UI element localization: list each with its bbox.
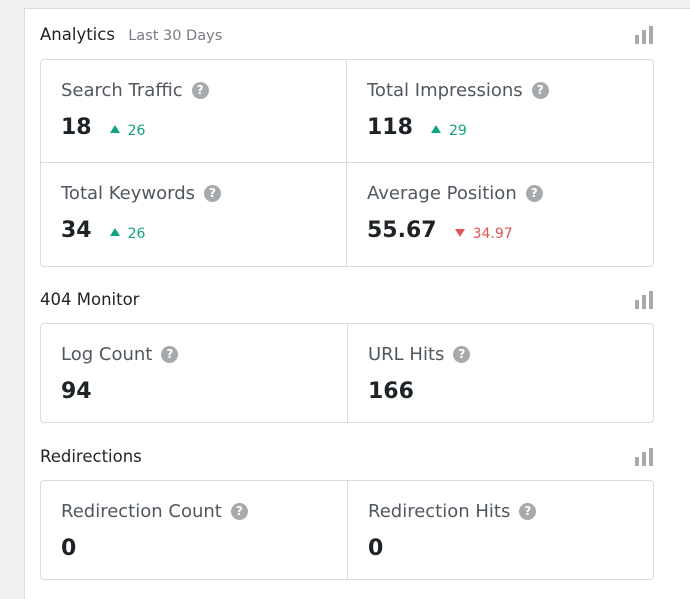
stat-delta: 26: [109, 122, 146, 139]
stat-redirection-count: Redirection Count ? 0: [41, 481, 347, 579]
stat-value: 55.67: [367, 218, 437, 243]
stat-value-row: 94: [61, 379, 92, 404]
monitor-header: 404 Monitor: [40, 290, 654, 320]
stat-delta: 26: [109, 225, 146, 242]
bar-chart-icon[interactable]: [634, 447, 654, 467]
stat-log-count: Log Count ? 94: [41, 324, 347, 422]
stat-label-text: Total Keywords: [61, 183, 196, 204]
stat-value-row: 118 29: [367, 115, 467, 140]
dashboard-widget: Analytics Last 30 Days Search Traffic ? …: [24, 8, 690, 599]
divider: [41, 162, 653, 163]
stat-label-text: Search Traffic: [61, 80, 183, 101]
redirections-section: Redirections Redirection Count ? 0: [40, 447, 654, 580]
monitor-section: 404 Monitor Log Count ? 94 URL Hit: [40, 290, 654, 423]
stat-search-traffic: Search Traffic ? 18 26: [41, 60, 346, 162]
stat-label-text: Average Position: [367, 183, 517, 204]
stat-label: Redirection Count ?: [61, 501, 248, 522]
stat-value-row: 55.67 34.97: [367, 218, 513, 243]
stat-value-row: 166: [368, 379, 414, 404]
bar-chart-icon[interactable]: [634, 25, 654, 45]
stat-label-text: Redirection Count: [61, 501, 222, 522]
stat-delta: 34.97: [454, 225, 513, 242]
stat-label: Total Impressions ?: [367, 80, 549, 101]
stat-delta-value: 26: [127, 225, 146, 242]
monitor-title: 404 Monitor: [40, 290, 140, 309]
stat-value: 0: [61, 536, 77, 561]
stat-value-row: 0: [61, 536, 76, 561]
trend-up-icon: [109, 124, 120, 133]
help-icon[interactable]: ?: [519, 503, 537, 520]
stat-label: Log Count ?: [61, 344, 179, 365]
stat-total-keywords: Total Keywords ? 34 26: [41, 163, 346, 266]
stat-label: Average Position ?: [367, 183, 543, 204]
bar-chart-icon[interactable]: [634, 290, 654, 310]
stat-value-row: 18 26: [61, 115, 145, 140]
stat-label: Redirection Hits ?: [368, 501, 537, 522]
analytics-header: Analytics Last 30 Days: [40, 25, 654, 55]
analytics-stats-grid: Search Traffic ? 18 26 Total Impressions…: [40, 59, 654, 267]
stat-average-position: Average Position ? 55.67 34.97: [347, 163, 653, 266]
stat-value: 166: [368, 379, 414, 404]
stat-value: 18: [61, 115, 92, 140]
stat-delta-value: 29: [448, 122, 467, 139]
analytics-period: Last 30 Days: [128, 28, 223, 44]
help-icon[interactable]: ?: [453, 346, 471, 363]
stat-label: Search Traffic ?: [61, 80, 209, 101]
monitor-stats-grid: Log Count ? 94 URL Hits ? 166: [40, 323, 654, 423]
trend-down-icon: [454, 228, 465, 237]
stat-redirection-hits: Redirection Hits ? 0: [348, 481, 653, 579]
stat-delta-value: 34.97: [472, 225, 513, 242]
help-icon[interactable]: ?: [525, 185, 543, 202]
analytics-title: Analytics Last 30 Days: [40, 25, 222, 44]
stat-label-text: Log Count: [61, 344, 153, 365]
help-icon[interactable]: ?: [191, 82, 209, 99]
stat-value-row: 0: [368, 536, 383, 561]
stat-label-text: Total Impressions: [367, 80, 523, 101]
stat-label-text: Redirection Hits: [368, 501, 511, 522]
help-icon[interactable]: ?: [531, 82, 549, 99]
help-icon[interactable]: ?: [204, 185, 222, 202]
analytics-title-text: Analytics: [40, 25, 115, 44]
stat-label: URL Hits ?: [368, 344, 471, 365]
stat-value: 0: [368, 536, 384, 561]
stat-value: 34: [61, 218, 92, 243]
stat-value: 94: [61, 379, 92, 404]
divider: [346, 60, 347, 266]
trend-up-icon: [109, 227, 120, 236]
stat-value-row: 34 26: [61, 218, 145, 243]
stat-delta: 29: [430, 122, 467, 139]
stat-delta-value: 26: [127, 122, 146, 139]
stat-label: Total Keywords ?: [61, 183, 222, 204]
redirections-header: Redirections: [40, 447, 654, 477]
divider: [347, 481, 348, 579]
divider: [347, 324, 348, 422]
redirections-stats-grid: Redirection Count ? 0 Redirection Hits ?…: [40, 480, 654, 580]
trend-up-icon: [430, 124, 441, 133]
help-icon[interactable]: ?: [161, 346, 179, 363]
stat-value: 118: [367, 115, 413, 140]
stat-total-impressions: Total Impressions ? 118 29: [347, 60, 653, 162]
stat-label-text: URL Hits: [368, 344, 445, 365]
stat-url-hits: URL Hits ? 166: [348, 324, 653, 422]
redirections-title: Redirections: [40, 447, 142, 466]
help-icon[interactable]: ?: [230, 503, 248, 520]
analytics-section: Analytics Last 30 Days Search Traffic ? …: [40, 25, 654, 267]
